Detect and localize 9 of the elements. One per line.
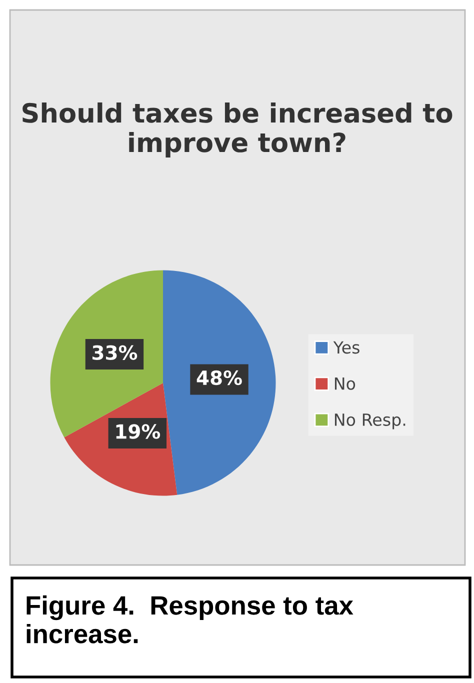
caption: Figure 4. Response to tax increase. — [26, 595, 354, 644]
legend-label: No Resp. — [334, 414, 406, 430]
pie-slice — [163, 270, 276, 495]
data-label: 33% — [92, 345, 138, 360]
data-label: 19% — [116, 424, 160, 439]
data-label: 48% — [196, 370, 242, 386]
chart-title: Should taxes be increased to improve town? — [22, 102, 452, 158]
legend-label: No — [334, 377, 356, 390]
legend-label: Yes — [333, 341, 360, 354]
